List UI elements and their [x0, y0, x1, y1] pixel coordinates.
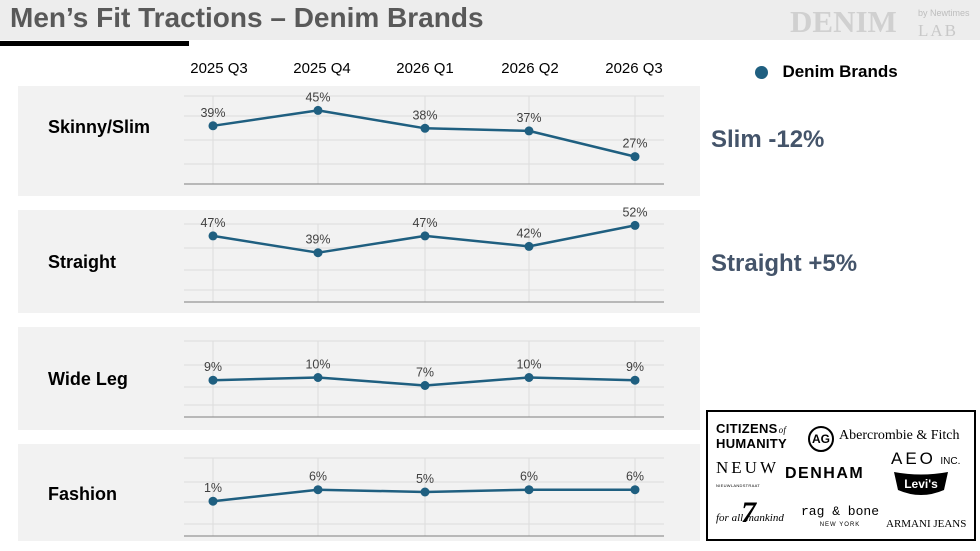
data-label: 6%	[309, 470, 327, 484]
data-point	[630, 220, 640, 230]
denimlab-logo: DENIM LAB by Newtimes	[790, 4, 970, 40]
data-point	[208, 375, 218, 385]
data-label: 10%	[305, 358, 330, 372]
data-label: 47%	[200, 216, 225, 230]
seven-logo-numeral: 7	[741, 496, 756, 529]
data-label: 37%	[516, 111, 541, 125]
data-label: 39%	[305, 233, 330, 247]
quarter-label: 2026 Q2	[501, 60, 559, 77]
panel-fashion: Fashion 1% 6% 5% 6% 6%	[18, 444, 700, 541]
panel-skinny-slim: Skinny/Slim 39% 45% 38% 37% 27%	[18, 86, 700, 196]
denham-logo: DENHAM	[785, 465, 865, 482]
data-point	[420, 123, 430, 133]
panel-label: Skinny/Slim	[48, 117, 151, 137]
citizens-logo-line1: CITIZENS	[716, 421, 778, 436]
data-point	[524, 126, 534, 136]
quarter-label: 2025 Q4	[293, 60, 351, 77]
denimlab-logo-tag: by Newtimes	[918, 8, 970, 18]
data-point	[630, 485, 640, 495]
data-point	[208, 231, 218, 241]
data-label: 47%	[412, 216, 437, 230]
data-point	[524, 241, 534, 251]
panel-wide-leg: Wide Leg 9% 10% 7% 10% 9%	[18, 327, 700, 430]
neuw-logo-sub: NIEUWLANDSTRAAT	[716, 483, 760, 488]
aeo-logo-inc: INC.	[940, 456, 961, 467]
denimlab-logo-sub: LAB	[918, 21, 958, 40]
ragbone-logo: rag & bone NEW YORK	[801, 504, 880, 530]
data-label: 5%	[416, 472, 434, 486]
data-label: 42%	[516, 226, 541, 240]
ag-logo: AG	[808, 426, 834, 452]
data-label: 10%	[516, 358, 541, 372]
data-label: 6%	[626, 470, 644, 484]
panel-plot: 47% 39% 47% 42% 52%	[184, 205, 664, 303]
page-title: Men’s Fit Tractions – Denim Brands	[10, 2, 484, 33]
data-label: 45%	[305, 90, 330, 104]
data-point	[524, 485, 534, 495]
neuw-logo-main: NEUW	[716, 458, 779, 477]
data-point	[420, 381, 430, 390]
abercrombie-logo: Abercrombie & Fitch	[839, 428, 960, 443]
legend-marker	[755, 65, 768, 79]
data-point	[313, 485, 323, 495]
data-point	[420, 231, 430, 241]
data-label: 27%	[622, 137, 647, 151]
data-label: 39%	[200, 106, 225, 120]
denimlab-logo-main: DENIM	[790, 4, 897, 39]
citizens-logo-line2: HUMANITY	[716, 436, 788, 451]
data-point	[208, 496, 218, 506]
citizens-logo: CITIZENSof HUMANITY	[716, 422, 787, 450]
data-point	[313, 373, 323, 382]
panel-label: Fashion	[48, 484, 118, 504]
panel-plot: 1% 6% 5% 6% 6%	[184, 457, 664, 537]
data-point	[630, 375, 640, 385]
title-underline	[0, 41, 189, 46]
aeo-logo: AEO INC.	[891, 449, 960, 469]
levis-logo-text: Levi's	[904, 477, 938, 491]
aeo-logo-main: AEO	[891, 449, 936, 468]
legend-label: Denim Brands	[782, 62, 898, 81]
panel-plot: 39% 45% 38% 37% 27%	[184, 90, 664, 185]
data-point	[524, 373, 534, 382]
callout-slim: Slim -12%	[711, 126, 825, 153]
panel-label: Straight	[48, 252, 117, 272]
panel-straight: Straight 47% 39% 47% 42% 52%	[18, 205, 700, 313]
quarter-axis: 2025 Q3 2025 Q4 2026 Q1 2026 Q2 2026 Q3	[0, 60, 700, 82]
callout-straight: Straight +5%	[711, 250, 858, 277]
quarter-label: 2026 Q3	[605, 60, 663, 77]
data-point	[313, 248, 323, 258]
data-point	[630, 152, 640, 162]
data-point	[208, 121, 218, 131]
ragbone-logo-main: rag & bone	[801, 504, 880, 519]
brand-logos-box: CITIZENSof HUMANITY AG Abercrombie & Fit…	[706, 410, 976, 541]
ragbone-logo-sub: NEW YORK	[819, 522, 861, 528]
data-label: 6%	[520, 470, 538, 484]
data-label: 52%	[622, 205, 647, 219]
neuw-logo: NEUW NIEUWLANDSTRAAT	[716, 458, 779, 493]
levis-logo: Levi's	[894, 472, 948, 495]
panel-label: Wide Leg	[48, 369, 128, 389]
panel-plot: 9% 10% 7% 10% 9%	[184, 340, 664, 418]
data-label: 9%	[626, 360, 644, 374]
armani-logo: ARMANI JEANS	[886, 518, 967, 530]
levis-batwing-icon	[894, 472, 948, 495]
seven-logo-text: for all mankind	[716, 512, 784, 524]
legend: Denim Brands	[755, 62, 898, 82]
data-point	[420, 487, 430, 497]
data-point	[313, 105, 323, 115]
data-label: 9%	[204, 360, 222, 374]
title-bar	[0, 0, 980, 40]
quarter-label: 2026 Q1	[396, 60, 454, 77]
citizens-logo-of: of	[778, 425, 787, 435]
data-label: 7%	[416, 366, 434, 380]
quarter-label: 2025 Q3	[190, 60, 248, 77]
data-label: 1%	[204, 481, 222, 495]
data-label: 38%	[412, 108, 437, 122]
